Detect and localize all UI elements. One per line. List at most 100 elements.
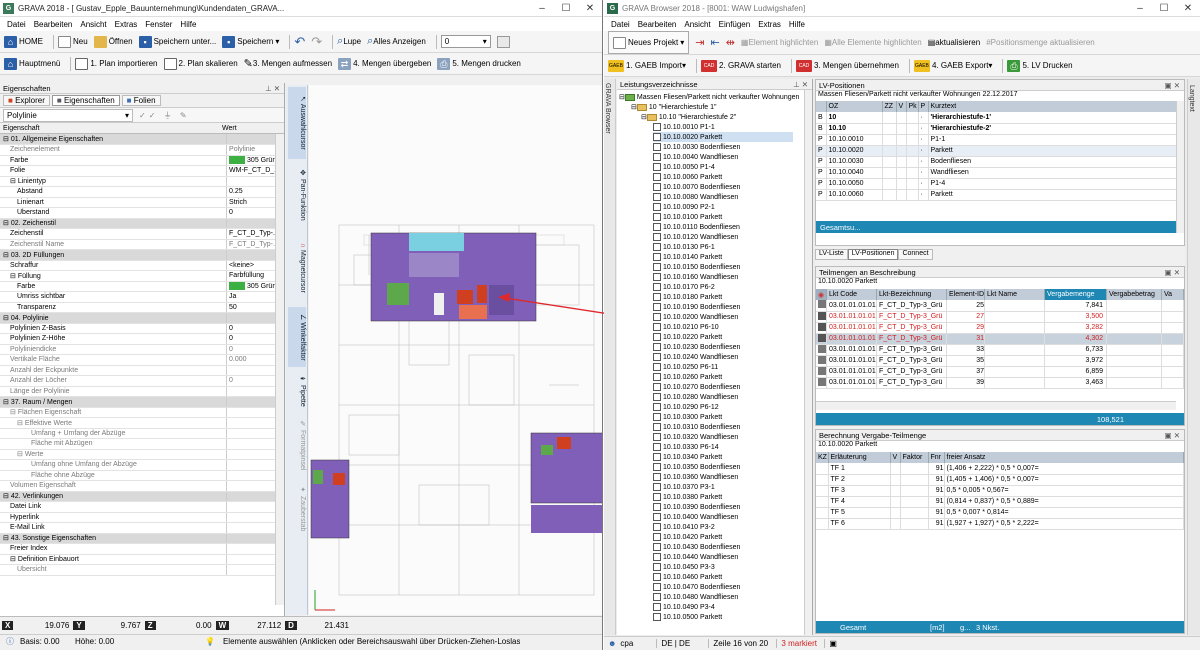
tab-pipette[interactable]: ✒ Pipette — [288, 371, 306, 411]
tree-position-item[interactable]: 10.10.0310 Bodenfliesen — [653, 422, 740, 432]
filter-tools-icon[interactable]: ✓✓ ⏚ ✎ — [139, 110, 190, 120]
menu-ansicht[interactable]: Ansicht — [80, 19, 107, 29]
tree-position-item[interactable]: 10.10.0200 Wandfliesen — [653, 312, 738, 322]
minimize-icon[interactable]: – — [1137, 2, 1143, 14]
property-row[interactable]: Anzahl der Löcher 0 — [0, 375, 284, 387]
col-lkt-bezeichnung[interactable]: Lkt-Bezeichnung — [876, 289, 947, 300]
step1-plan-importieren-button[interactable]: 1. Plan importieren — [75, 53, 158, 74]
tree-position-item[interactable]: 10.10.0360 Wandfliesen — [653, 472, 738, 482]
maximize-icon[interactable]: ☐ — [1159, 2, 1169, 14]
teilmenge-row[interactable]: 03.01.01.01.01 F_CT_D_Typ-3_Grü 29 3,282 — [816, 322, 1184, 334]
lv-position-row[interactable]: B 10.10 · 'Hierarchiestufe-2' — [816, 123, 1184, 135]
berechnung-row[interactable]: TF 6 91 (1,927 + 1,927) * 0,5 * 2,222= — [816, 518, 1184, 530]
property-row[interactable]: Zeichenelement Polylinie — [0, 144, 284, 156]
pin-icon[interactable]: ⊥ ✕ — [793, 79, 808, 89]
collapse-icon[interactable]: ⊟ — [3, 136, 11, 143]
tab-connect[interactable]: Connect — [898, 249, 933, 260]
object-type-select[interactable]: Polylinie ▾ — [3, 108, 133, 122]
property-category-row[interactable]: ⊟ 02. Zeichenstil — [0, 218, 284, 229]
tree-position-item[interactable]: 10.10.0120 Wandfliesen — [653, 232, 738, 242]
property-value[interactable] — [226, 543, 284, 555]
property-value[interactable]: 50 — [226, 302, 284, 313]
tree-position-item[interactable]: 10.10.0370 P3-1 — [653, 482, 715, 492]
property-value[interactable]: Strich — [226, 197, 284, 208]
col-fnr[interactable]: Fnr — [928, 452, 945, 463]
col-lkt-name[interactable]: Lkt Name — [984, 289, 1046, 300]
teil-select-all[interactable]: ◉ — [816, 289, 827, 300]
tree-position-item[interactable]: 10.10.0090 P2-1 — [653, 202, 715, 212]
property-value[interactable] — [226, 312, 284, 324]
oeffnen-button[interactable]: Öffnen — [93, 31, 133, 52]
tree-position-item[interactable]: 10.10.0050 P1-4 — [653, 162, 715, 172]
property-category-row[interactable]: ⊟ Effektive Werte — [0, 417, 284, 429]
collapse-icon[interactable]: ⊟ — [3, 398, 11, 406]
tree-position-item[interactable]: 10.10.0210 P6-10 — [653, 322, 719, 332]
property-value[interactable]: Farbfüllung — [226, 270, 284, 282]
tree-position-item[interactable]: 10.10.0070 Bodenfliesen — [653, 182, 740, 192]
col-lkt-code[interactable]: Lkt Code — [826, 289, 877, 300]
property-value[interactable] — [226, 365, 284, 376]
layer-combobox[interactable]: 0 ▾ — [440, 35, 491, 48]
hauptmenue-button[interactable]: ⌂ Hauptmenü — [4, 53, 60, 74]
lv-scrollbar[interactable] — [1176, 101, 1184, 233]
teilmenge-row[interactable]: 03.01.01.01.01 F_CT_D_Typ-3_Grü 35 3,972 — [816, 355, 1184, 367]
tree-position-item[interactable]: 10.10.0320 Wandfliesen — [653, 432, 738, 442]
lv-position-row[interactable]: P 10.10.0060 · Parkett — [816, 189, 1184, 201]
property-row[interactable]: Umfang ohne Umfang der Abzüge — [0, 459, 284, 471]
tree-position-item[interactable]: 10.10.0380 Parkett — [653, 492, 722, 502]
property-value[interactable] — [226, 470, 284, 481]
tree-position-item[interactable]: 10.10.0480 Wandfliesen — [653, 592, 738, 602]
property-row[interactable]: Umriss sichtbar Ja — [0, 291, 284, 303]
tab-formatpinsel[interactable]: ✎ Formatpinsel — [288, 415, 306, 475]
property-category-row[interactable]: ⊟ 42. Verlinkungen — [0, 491, 284, 502]
property-row[interactable]: Datei Link — [0, 501, 284, 513]
property-value[interactable] — [226, 512, 284, 523]
insert-below-icon[interactable]: ⇤ — [710, 37, 720, 49]
menu-ansicht[interactable]: Ansicht — [684, 19, 711, 29]
property-row[interactable]: Zeichenstil F_CT_D_Typ-... — [0, 228, 284, 240]
berechnung-row[interactable]: TF 5 91 0,5 * 0,007 * 0,814= — [816, 507, 1184, 519]
layer-settings-icon[interactable] — [496, 35, 510, 48]
menu-extras[interactable]: Extras — [114, 19, 138, 29]
berechnung-row[interactable]: TF 3 91 0,5 * 0,005 * 0,567= — [816, 485, 1184, 497]
property-category-row[interactable]: ⊟ Werte — [0, 449, 284, 460]
tree-position-item[interactable]: 10.10.0450 P3-3 — [653, 562, 715, 572]
teilmenge-row[interactable]: 03.01.01.01.01 F_CT_D_Typ-3_Grü 33 6,733 — [816, 344, 1184, 356]
collapse-icon[interactable]: ⊟ — [3, 314, 11, 322]
col-vergabebetrag[interactable]: Vergabebetrag — [1106, 289, 1163, 300]
property-row[interactable]: Volumen Eigenschaft — [0, 480, 284, 492]
tree-position-item[interactable]: 10.10.0230 Bodenfliesen — [653, 342, 740, 352]
collapse-icon[interactable]: ⊟ — [3, 220, 11, 228]
col-element-id[interactable]: Element-ID — [946, 289, 986, 300]
property-value[interactable]: 305 Grün 1. — [226, 281, 284, 292]
tree-position-item[interactable]: 10.10.0010 P1-1 — [653, 122, 715, 132]
tree-position-item[interactable]: 10.10.0100 Parkett — [653, 212, 722, 222]
browser-side-label[interactable]: GRAVA Browser — [604, 83, 611, 134]
insert-above-icon[interactable]: ⇥ — [695, 37, 705, 49]
gaeb-export-button[interactable]: GAEB 4. GAEB Export ▾ — [913, 55, 992, 76]
property-value[interactable]: 0.000 — [226, 354, 284, 366]
tab-lv-positionen[interactable]: LV-Positionen — [847, 249, 899, 260]
tree-position-item[interactable]: 10.10.0240 Wandfliesen — [653, 352, 738, 362]
property-row[interactable]: Fläche ohne Abzüge — [0, 470, 284, 481]
alles-anzeigen-button[interactable]: ⌕ Alles Anzeigen — [367, 31, 426, 52]
close-icon[interactable]: ✕ — [1183, 2, 1193, 14]
tree-position-item[interactable]: 10.10.0190 Bodenfliesen — [653, 302, 740, 312]
col-v[interactable]: V — [890, 452, 901, 463]
property-value[interactable] — [226, 522, 284, 534]
property-value[interactable]: 0 — [226, 323, 284, 334]
property-value[interactable] — [226, 176, 284, 187]
menu-hilfe[interactable]: Hilfe — [180, 19, 197, 29]
property-row[interactable]: Vertikale Fläche 0.000 — [0, 354, 284, 366]
row-marker[interactable] — [816, 366, 827, 378]
col-zz[interactable]: ZZ — [882, 101, 897, 112]
menu-fenster[interactable]: Fenster — [145, 19, 173, 29]
property-row[interactable]: E-Mail Link — [0, 522, 284, 534]
teilmenge-row[interactable]: 03.01.01.01.01 F_CT_D_Typ-3_Grü 37 6,859 — [816, 366, 1184, 378]
tree-position-item[interactable]: 10.10.0280 Wandfliesen — [653, 392, 738, 402]
speichern-unter-button[interactable]: ▪ Speichern unter... — [138, 31, 216, 52]
menu-bearbeiten[interactable]: Bearbeiten — [33, 19, 73, 29]
property-value[interactable]: 0 — [226, 207, 284, 219]
property-value[interactable]: WM-F_CT_D_... — [226, 165, 284, 177]
tree-level2[interactable]: ⊟ 10.10 "Hierarchiestufe 2" — [641, 112, 736, 122]
